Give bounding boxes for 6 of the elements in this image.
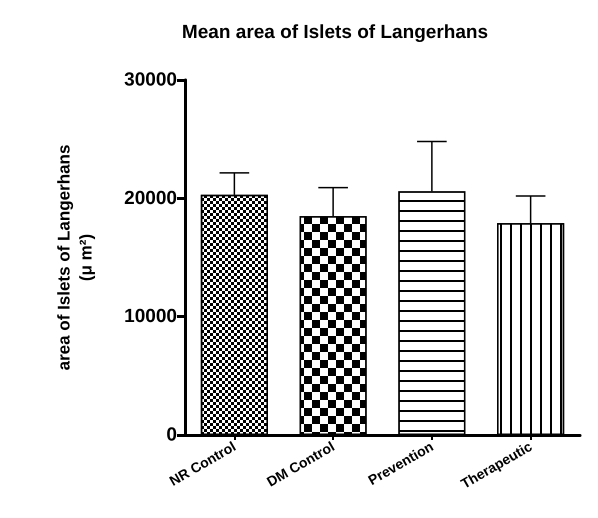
y-axis-title: area of Islets of Langerhans (μ m²) [54,144,96,370]
y-tick-label: 20000 [124,188,177,209]
y-tick-label: 10000 [124,306,177,328]
y-tick-label: 30000 [124,70,177,90]
chart-title: Mean area of Islets of Langerhans [182,22,488,43]
y-tick-label: 0 [166,424,177,446]
